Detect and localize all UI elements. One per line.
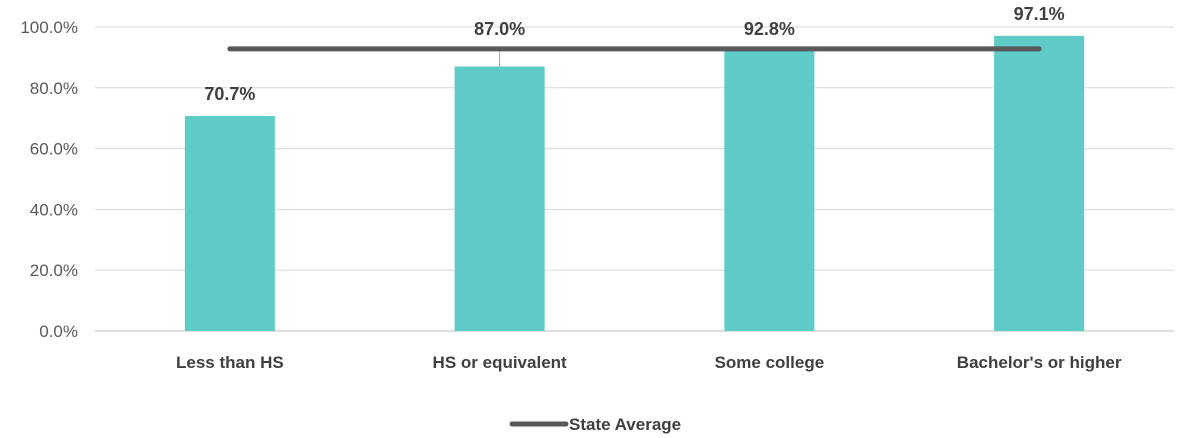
legend: State Average [509, 415, 681, 434]
legend-label-state-average: State Average [569, 415, 681, 434]
y-tick-label: 100.0% [20, 18, 78, 37]
y-tick-label: 60.0% [30, 140, 78, 159]
y-tick-label: 40.0% [30, 200, 78, 219]
data-label: 87.0% [474, 19, 525, 39]
y-tick-label: 80.0% [30, 79, 78, 98]
bars [184, 35, 1085, 332]
bar [724, 48, 815, 331]
data-label: 97.1% [1014, 4, 1065, 24]
x-category-label: HS or equivalent [433, 353, 567, 372]
y-tick-label: 0.0% [39, 322, 78, 341]
y-tick-label: 20.0% [30, 261, 78, 280]
data-label: 92.8% [744, 19, 795, 39]
bar [184, 116, 275, 332]
bar [454, 66, 545, 332]
x-category-label: Some college [715, 353, 825, 372]
x-category-label: Bachelor's or higher [957, 353, 1122, 372]
bar [994, 35, 1085, 331]
y-axis-tick-labels: 0.0% 20.0% 40.0% 60.0% 80.0% 100.0% [20, 18, 78, 341]
data-labels: 70.7% 87.0% 92.8% 97.1% [204, 4, 1064, 104]
data-label: 70.7% [204, 84, 255, 104]
x-axis-category-labels: Less than HS HS or equivalent Some college… [176, 353, 1122, 372]
x-category-label: Less than HS [176, 353, 284, 372]
